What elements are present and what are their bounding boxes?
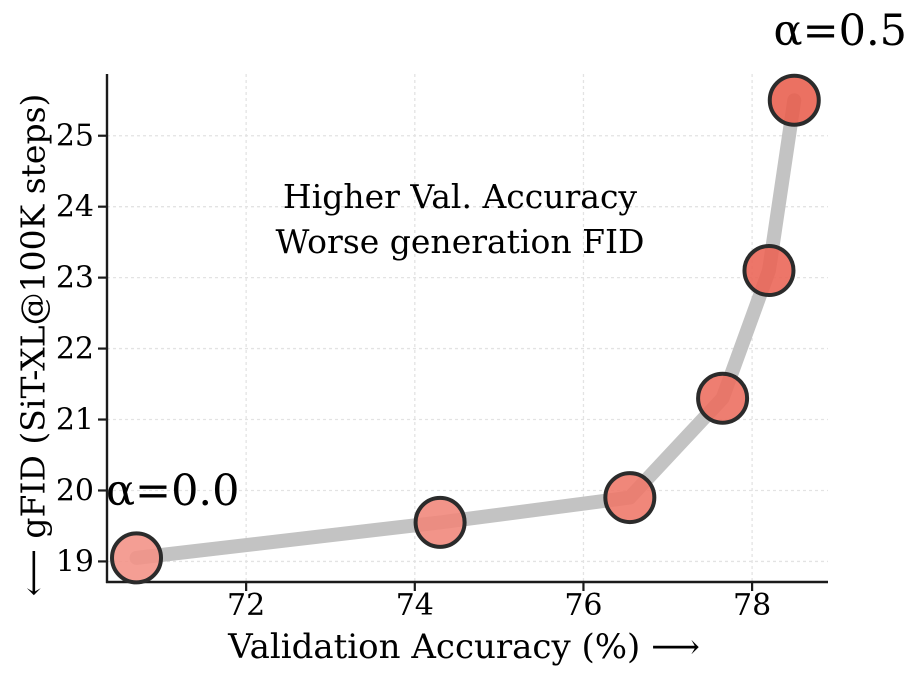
- y-tick-label: 25: [56, 119, 94, 154]
- y-tick-label: 24: [56, 190, 94, 225]
- x-tick-label: 76: [564, 588, 602, 623]
- y-tick-label: 19: [56, 544, 94, 579]
- y-axis-label: ⟵ gFID (SiT-XL@100K steps): [13, 93, 53, 597]
- y-tick-label: 20: [56, 473, 94, 508]
- data-point-alpha-0.0: [110, 531, 164, 585]
- annotation-alpha-0.0: α=0.0: [106, 466, 240, 516]
- x-tick-label: 78: [733, 588, 771, 623]
- data-point-alpha-0.3: [696, 371, 750, 425]
- data-point-alpha-0.5: [767, 73, 821, 127]
- x-tick-label: 74: [396, 588, 434, 623]
- x-axis-label: Validation Accuracy (%) ⟶: [228, 627, 700, 667]
- y-tick-label: 21: [56, 403, 94, 438]
- data-point-alpha-0.1: [413, 495, 467, 549]
- data-point-alpha-0.2: [603, 471, 657, 525]
- annotation-alpha-0.5: α=0.5: [773, 6, 907, 56]
- center-annotation-line2: Worse generation FID: [275, 222, 645, 261]
- data-line: [129, 93, 802, 565]
- x-tick-label: 72: [227, 588, 265, 623]
- data-point-alpha-0.4: [742, 244, 796, 298]
- y-tick-label: 23: [56, 261, 94, 296]
- center-annotation: Higher Val. Accuracy Worse generation FI…: [276, 174, 645, 264]
- y-tick-label: 22: [56, 332, 94, 367]
- center-annotation-line1: Higher Val. Accuracy: [282, 177, 638, 216]
